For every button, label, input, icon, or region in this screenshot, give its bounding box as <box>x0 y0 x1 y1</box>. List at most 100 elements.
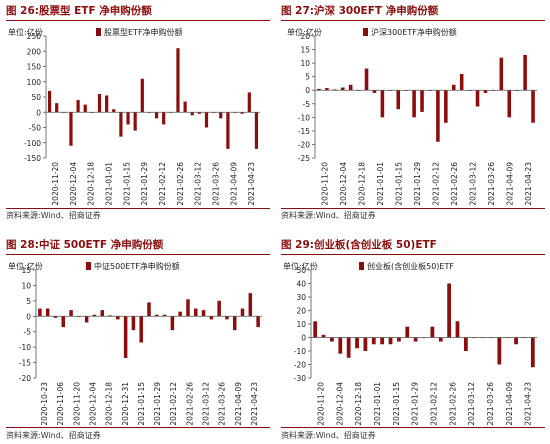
x-tick-label: 2021-01-29 <box>411 382 420 426</box>
x-tick-label: 2020-11-20 <box>316 382 325 426</box>
bar <box>119 112 123 137</box>
x-tick-label: 2021-01-29 <box>140 162 149 206</box>
y-tick-label: 10 <box>300 59 310 68</box>
y-tick-label: -100 <box>24 139 41 148</box>
y-tick-label: 15 <box>300 46 310 55</box>
bar <box>397 337 401 342</box>
bar <box>105 95 109 113</box>
bar <box>321 334 326 338</box>
bar <box>226 112 230 149</box>
y-tick-label: 200 <box>27 47 42 56</box>
bar <box>140 78 144 113</box>
x-tick-label: 2020-12-04 <box>69 162 78 206</box>
bar <box>76 100 80 113</box>
legend-label: 股票型ETF净申购份额 <box>104 27 183 37</box>
x-tick-label: 2021-03-12 <box>202 382 211 426</box>
bar <box>325 88 329 91</box>
bar <box>240 112 244 114</box>
y-tick-label: -10 <box>19 343 31 352</box>
bar <box>100 310 104 317</box>
bar <box>330 337 334 342</box>
unit-label: 单位:亿份 <box>8 27 43 37</box>
x-tick-label: 2021-04-23 <box>524 382 533 426</box>
x-tick-label: 2020-11-06 <box>56 382 65 426</box>
y-tick-label: -150 <box>24 154 41 163</box>
legend-label: 沪深300ETF净申购份额 <box>371 27 457 37</box>
x-tick-label: 2020-12-18 <box>105 382 114 426</box>
bar <box>201 310 206 317</box>
x-tick-label: 2021-02-26 <box>185 382 194 426</box>
y-tick-label: 0 <box>305 86 310 95</box>
x-tick-label: 2021-02-12 <box>169 382 178 426</box>
bar <box>209 316 214 320</box>
y-tick-label: 100 <box>27 78 42 87</box>
x-tick-label: 2021-01-15 <box>137 382 146 426</box>
figure-title: 图 28:中证 500ETF 净申购份额 <box>6 239 164 251</box>
bar <box>313 321 318 338</box>
x-tick-label: 2021-03-26 <box>487 162 496 206</box>
bar <box>61 316 66 328</box>
bar <box>178 311 182 317</box>
y-tick-label: -30 <box>294 374 306 383</box>
bar <box>176 48 180 113</box>
bar <box>92 314 97 317</box>
bar <box>69 310 73 317</box>
x-tick-label: 2020-12-04 <box>89 382 98 426</box>
x-tick-label: 2021-04-09 <box>505 382 514 426</box>
y-tick-label: 20 <box>300 32 310 41</box>
source-note: 资料来源:Wind、招商证券 <box>6 211 101 220</box>
x-tick-label: 2020-11-20 <box>320 162 329 206</box>
y-tick-label: 0 <box>26 312 31 321</box>
source-rule <box>281 208 545 209</box>
legend-swatch <box>96 28 101 36</box>
bar <box>444 90 448 123</box>
bar <box>507 90 512 118</box>
x-tick-label: 2021-03-12 <box>194 162 203 206</box>
bar <box>123 316 128 358</box>
x-tick-label: 2020-12-18 <box>357 162 366 206</box>
bar <box>340 87 345 91</box>
bar <box>363 337 368 351</box>
unit-label: 单位:亿份 <box>8 261 43 271</box>
title-rule <box>6 20 270 21</box>
bar <box>183 101 187 113</box>
x-tick-label: 2021-04-09 <box>229 162 238 206</box>
x-tick-label: 2021-03-26 <box>211 162 220 206</box>
bar <box>154 112 159 119</box>
y-tick-label: -20 <box>298 140 310 149</box>
bar <box>170 316 175 331</box>
bar <box>483 90 488 93</box>
bar <box>217 300 221 317</box>
bar <box>497 337 502 365</box>
bar <box>38 308 42 317</box>
x-tick-label: 2021-02-26 <box>448 382 457 426</box>
y-tick-label: 10 <box>296 320 306 329</box>
bar <box>412 90 416 118</box>
chart-panel: 图 29:创业板(含创业板 50)ETF 单位:亿份 创业板(含创业板50)ETF… <box>281 234 545 444</box>
bar <box>455 321 460 338</box>
bar <box>333 89 337 91</box>
bar <box>371 337 376 345</box>
y-tick-label: -5 <box>303 100 311 109</box>
bar <box>55 103 59 113</box>
bar <box>523 54 527 91</box>
x-tick-label: 2021-01-29 <box>153 382 162 426</box>
bar <box>47 90 52 113</box>
y-tick-label: 50 <box>296 266 306 275</box>
x-tick-label: 2020-12-04 <box>339 162 348 206</box>
chart-panel: 图 27:沪深 300EFT 净申购份额 单位:亿份 沪深300ETF净申购份额 2… <box>281 0 545 222</box>
source-note: 资料来源:Wind、招商证券 <box>281 211 376 220</box>
source-rule <box>6 208 270 209</box>
bar <box>84 316 89 323</box>
x-tick-label: 2021-01-29 <box>413 162 422 206</box>
y-tick-label: 0 <box>36 108 41 117</box>
x-tick-label: 2021-01-01 <box>104 162 113 206</box>
bar <box>162 314 167 317</box>
bar <box>436 90 440 142</box>
bar <box>186 299 190 317</box>
bar <box>531 90 535 123</box>
bar <box>396 90 401 110</box>
figure-title: 图 26:股票型 ETF 净申购份额 <box>6 5 152 17</box>
unit-label: 单位:亿份 <box>287 27 322 37</box>
x-tick-label: 2021-01-01 <box>373 382 382 426</box>
